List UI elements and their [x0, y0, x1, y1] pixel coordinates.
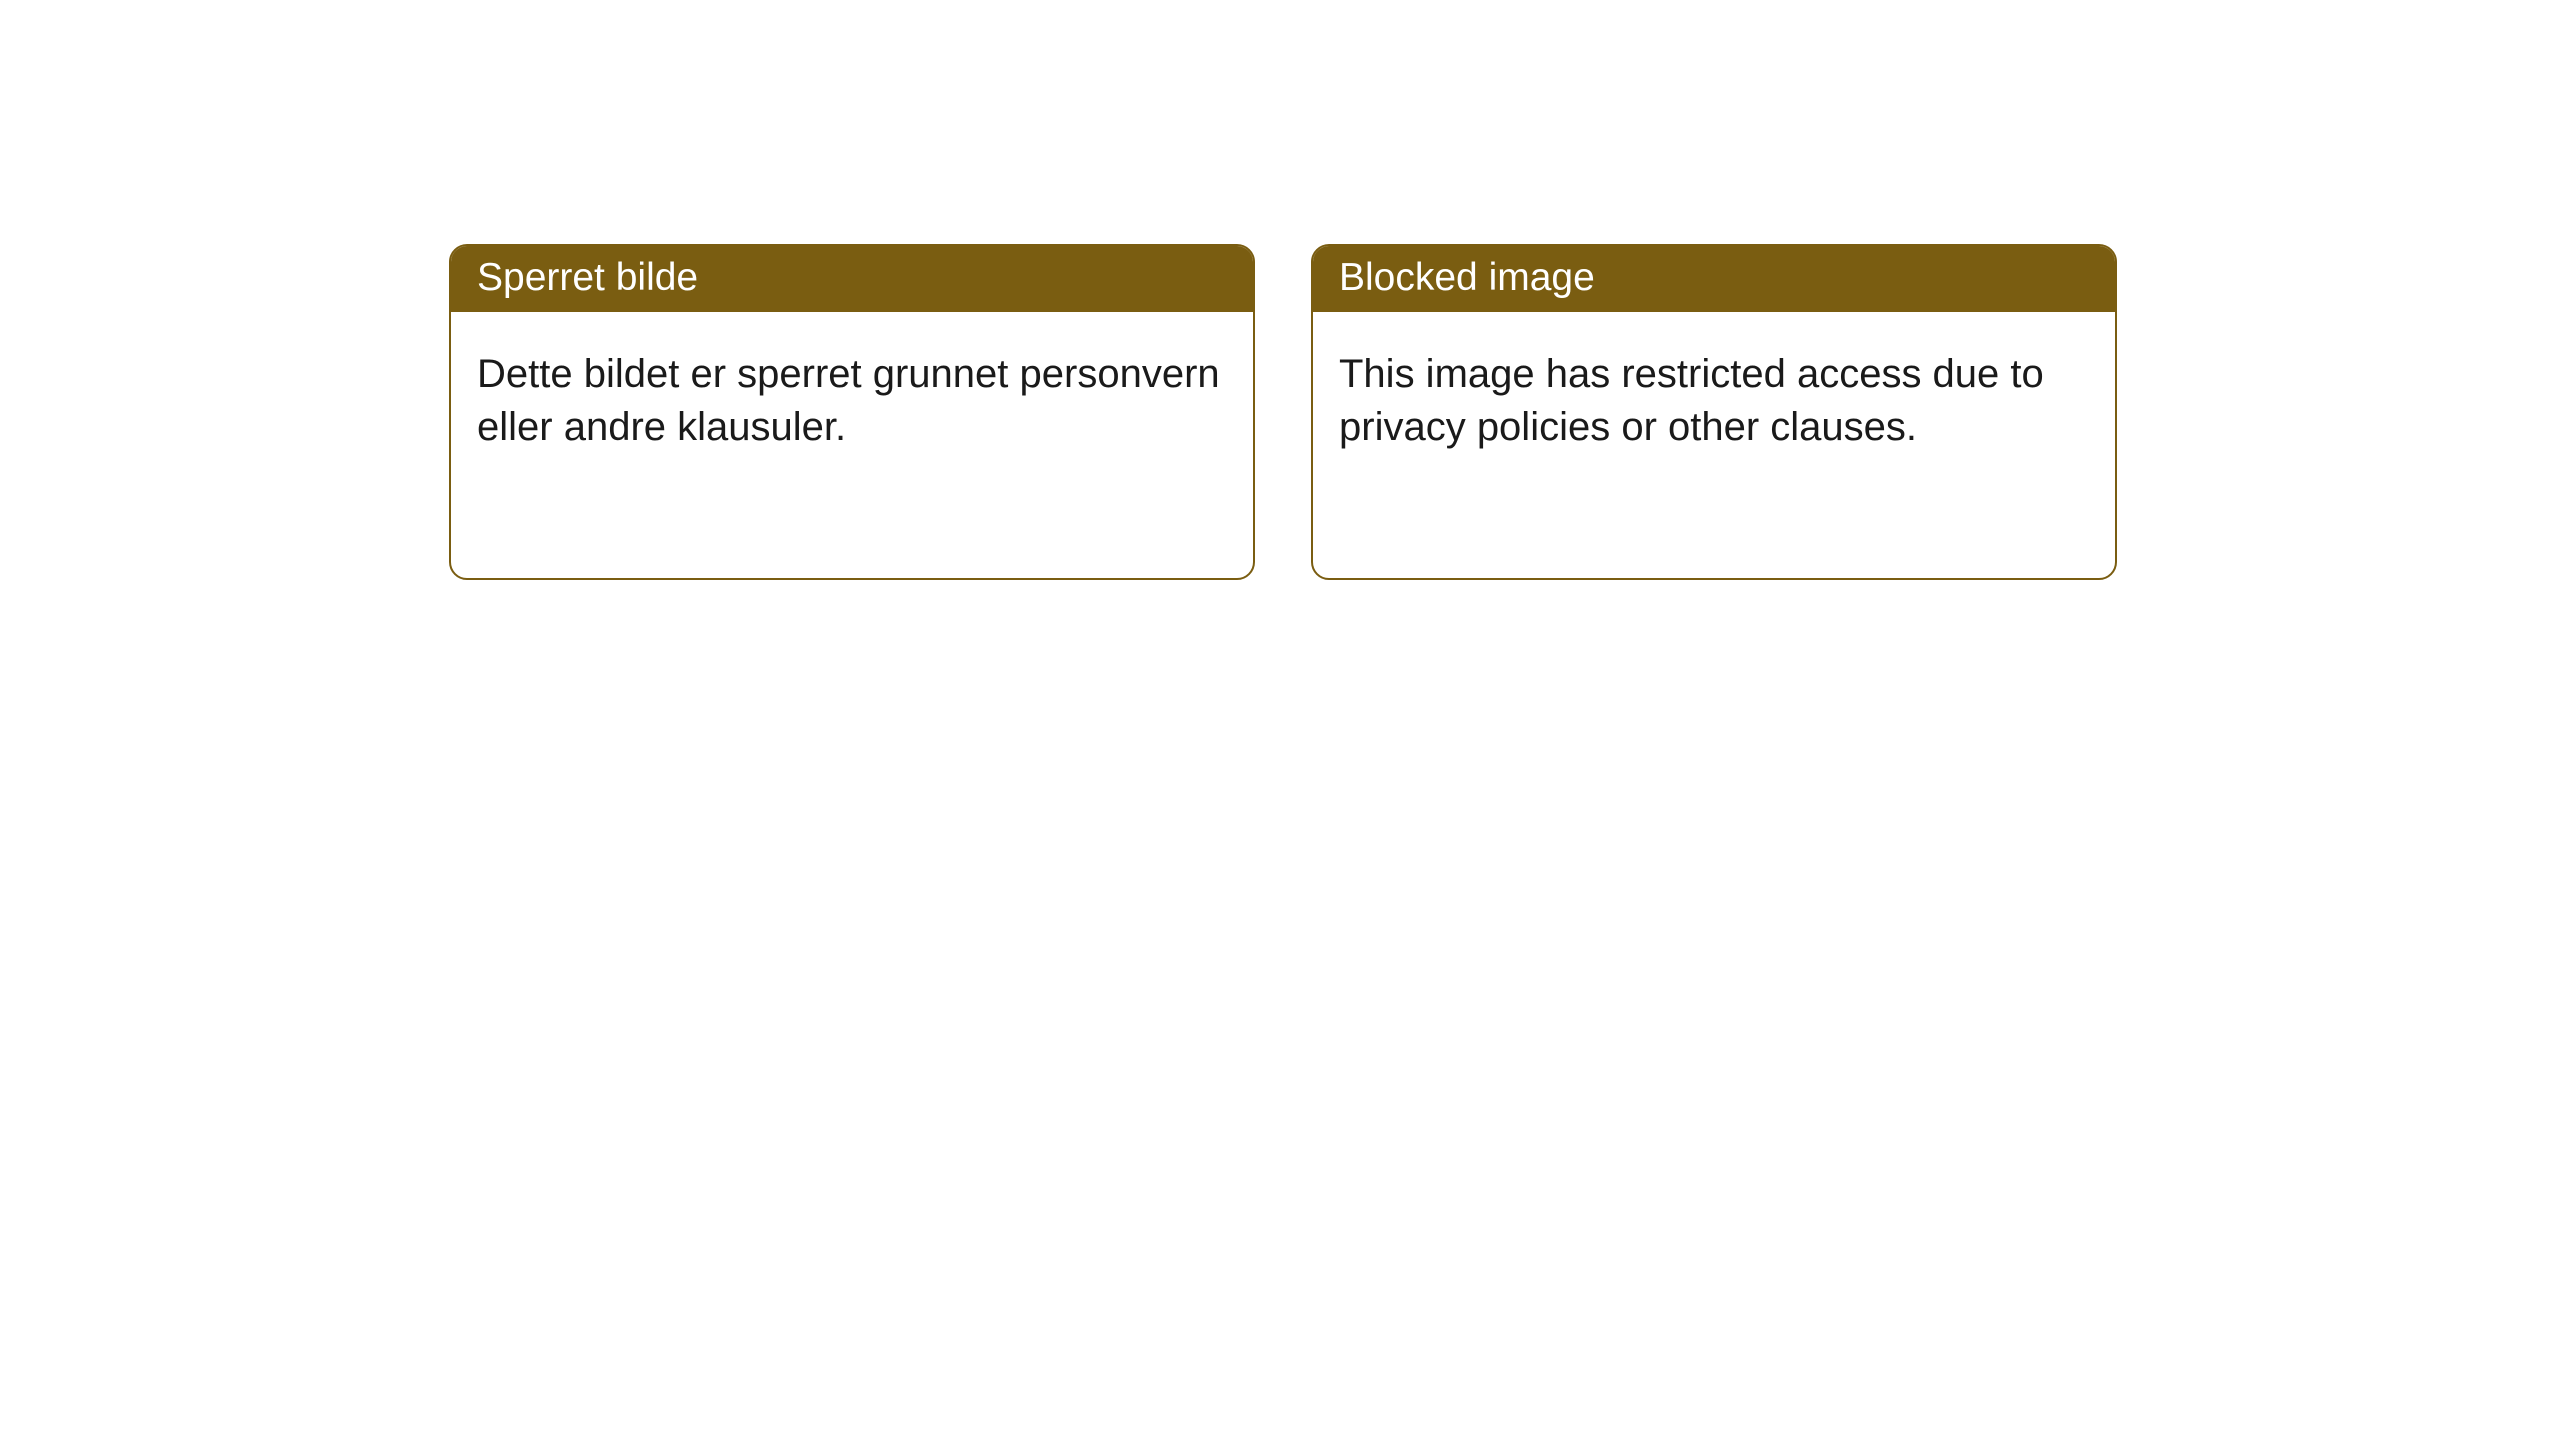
- notice-title-norwegian: Sperret bilde: [451, 246, 1253, 312]
- notice-body-english: This image has restricted access due to …: [1313, 312, 2115, 480]
- notice-card-norwegian: Sperret bilde Dette bildet er sperret gr…: [449, 244, 1255, 580]
- notice-container: Sperret bilde Dette bildet er sperret gr…: [0, 0, 2560, 580]
- notice-title-english: Blocked image: [1313, 246, 2115, 312]
- notice-card-english: Blocked image This image has restricted …: [1311, 244, 2117, 580]
- notice-body-norwegian: Dette bildet er sperret grunnet personve…: [451, 312, 1253, 480]
